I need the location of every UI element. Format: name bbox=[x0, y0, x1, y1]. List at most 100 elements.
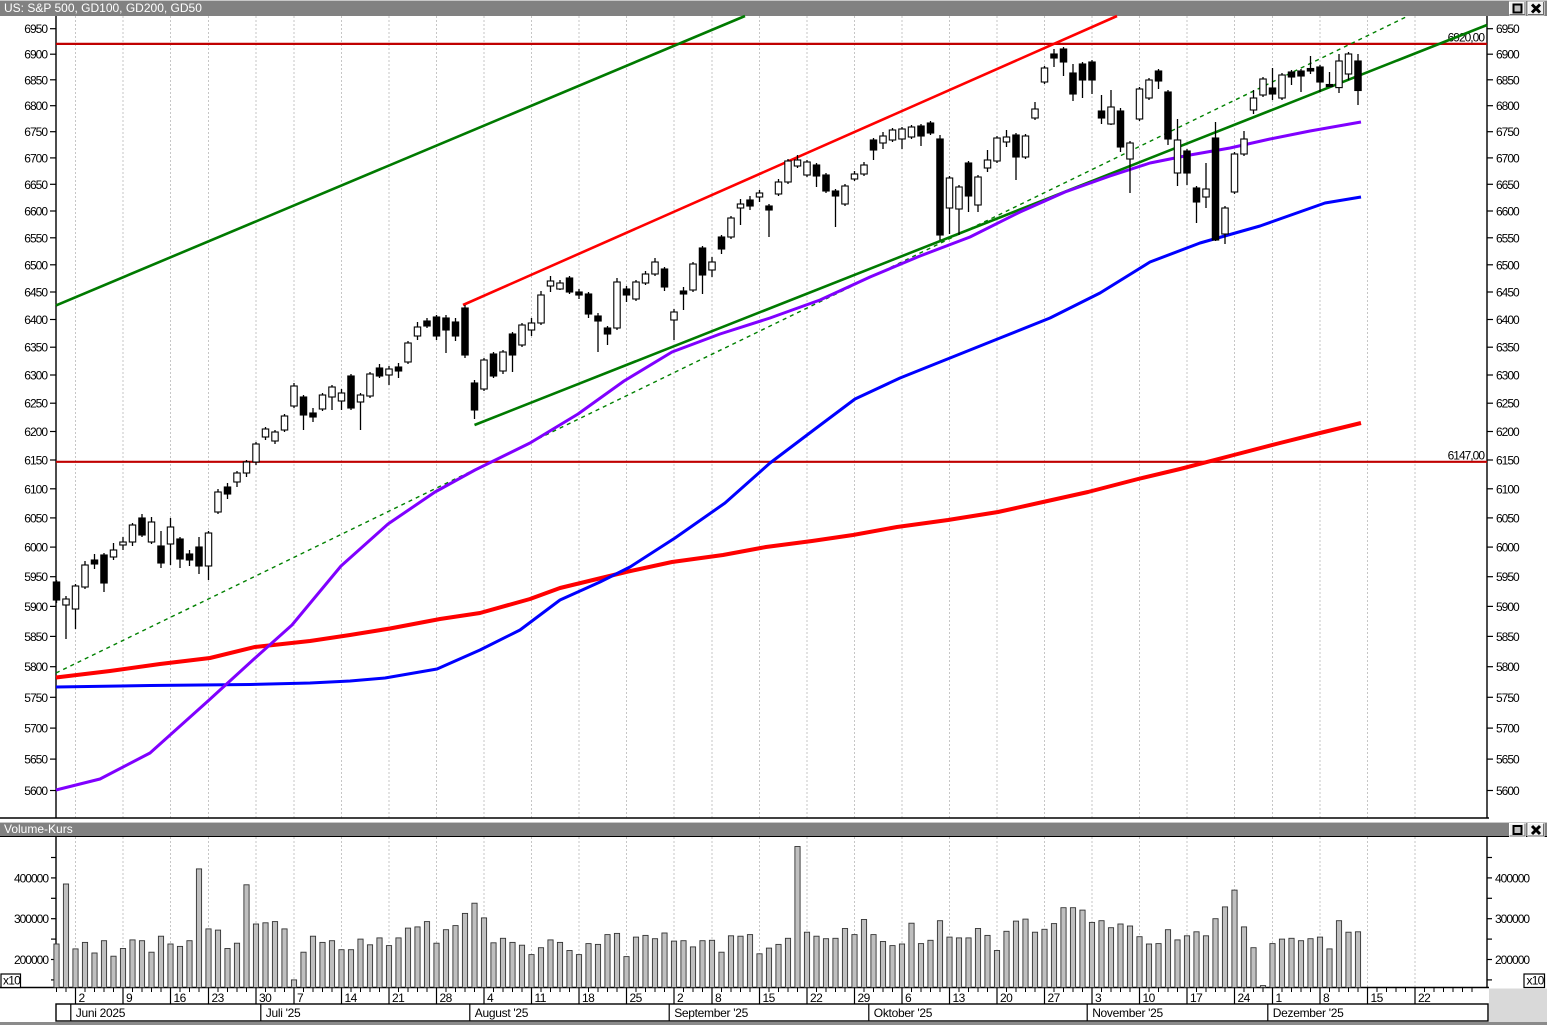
svg-text:28: 28 bbox=[440, 991, 453, 1005]
svg-text:200000: 200000 bbox=[1495, 953, 1530, 967]
svg-text:8: 8 bbox=[715, 991, 722, 1005]
svg-text:8: 8 bbox=[1323, 991, 1330, 1005]
svg-text:Volume-Kurs: Volume-Kurs bbox=[4, 822, 73, 836]
svg-text:5600: 5600 bbox=[1496, 784, 1520, 798]
svg-text:6050: 6050 bbox=[24, 511, 48, 525]
svg-text:5900: 5900 bbox=[1496, 600, 1520, 614]
svg-text:6000: 6000 bbox=[24, 541, 48, 555]
svg-text:300000: 300000 bbox=[1495, 912, 1530, 926]
svg-text:5700: 5700 bbox=[24, 722, 48, 736]
svg-text:6400: 6400 bbox=[24, 313, 48, 327]
svg-text:1: 1 bbox=[1276, 991, 1283, 1005]
svg-text:x10: x10 bbox=[1527, 974, 1545, 988]
svg-text:6250: 6250 bbox=[1496, 397, 1520, 411]
svg-text:14: 14 bbox=[345, 991, 358, 1005]
svg-text:6400: 6400 bbox=[1496, 313, 1520, 327]
svg-text:5950: 5950 bbox=[1496, 570, 1520, 584]
svg-text:30: 30 bbox=[259, 991, 272, 1005]
svg-text:August '25: August '25 bbox=[475, 1006, 529, 1020]
svg-text:6500: 6500 bbox=[24, 258, 48, 272]
svg-text:5800: 5800 bbox=[24, 660, 48, 674]
svg-text:2: 2 bbox=[79, 991, 86, 1005]
svg-text:5650: 5650 bbox=[24, 753, 48, 767]
svg-text:6150: 6150 bbox=[1496, 454, 1520, 468]
svg-text:9: 9 bbox=[126, 991, 133, 1005]
svg-text:6350: 6350 bbox=[1496, 341, 1520, 355]
svg-text:29: 29 bbox=[858, 991, 871, 1005]
svg-text:6350: 6350 bbox=[24, 341, 48, 355]
svg-text:6450: 6450 bbox=[24, 286, 48, 300]
svg-text:6300: 6300 bbox=[24, 369, 48, 383]
svg-text:11: 11 bbox=[535, 991, 547, 1005]
svg-text:6950: 6950 bbox=[1496, 22, 1520, 36]
svg-text:7: 7 bbox=[297, 991, 304, 1005]
svg-text:13: 13 bbox=[953, 991, 966, 1005]
svg-text:6650: 6650 bbox=[1496, 178, 1520, 192]
svg-text:6550: 6550 bbox=[1496, 231, 1520, 245]
svg-text:6050: 6050 bbox=[1496, 511, 1520, 525]
svg-text:18: 18 bbox=[582, 991, 595, 1005]
svg-text:November '25: November '25 bbox=[1092, 1006, 1163, 1020]
svg-text:Juni 2025: Juni 2025 bbox=[76, 1006, 126, 1020]
svg-text:6800: 6800 bbox=[1496, 99, 1520, 113]
svg-text:23: 23 bbox=[212, 991, 225, 1005]
svg-text:3: 3 bbox=[1095, 991, 1102, 1005]
svg-text:6147,00: 6147,00 bbox=[1448, 448, 1486, 462]
svg-text:6800: 6800 bbox=[24, 99, 48, 113]
svg-text:6200: 6200 bbox=[1496, 425, 1520, 439]
svg-text:6700: 6700 bbox=[24, 151, 48, 165]
svg-text:2: 2 bbox=[677, 991, 684, 1005]
svg-text:6550: 6550 bbox=[24, 231, 48, 245]
svg-text:17: 17 bbox=[1190, 991, 1203, 1005]
svg-text:10: 10 bbox=[1143, 991, 1156, 1005]
svg-text:27: 27 bbox=[1048, 991, 1061, 1005]
svg-text:15: 15 bbox=[1371, 991, 1384, 1005]
svg-text:6600: 6600 bbox=[24, 205, 48, 219]
svg-text:5750: 5750 bbox=[24, 691, 48, 705]
svg-text:6900: 6900 bbox=[1496, 48, 1520, 62]
svg-text:6200: 6200 bbox=[24, 425, 48, 439]
svg-text:400000: 400000 bbox=[14, 871, 49, 885]
svg-text:Dezember '25: Dezember '25 bbox=[1273, 1006, 1344, 1020]
svg-text:5850: 5850 bbox=[24, 630, 48, 644]
svg-text:6750: 6750 bbox=[1496, 125, 1520, 139]
svg-text:5750: 5750 bbox=[1496, 691, 1520, 705]
svg-text:6250: 6250 bbox=[24, 397, 48, 411]
svg-text:5850: 5850 bbox=[1496, 630, 1520, 644]
svg-text:5700: 5700 bbox=[1496, 722, 1520, 736]
svg-text:6700: 6700 bbox=[1496, 151, 1520, 165]
svg-text:24: 24 bbox=[1238, 991, 1251, 1005]
svg-text:400000: 400000 bbox=[1495, 871, 1530, 885]
svg-text:22: 22 bbox=[1418, 991, 1431, 1005]
svg-text:6150: 6150 bbox=[24, 454, 48, 468]
svg-text:300000: 300000 bbox=[14, 912, 49, 926]
svg-text:6100: 6100 bbox=[1496, 482, 1520, 496]
svg-text:15: 15 bbox=[763, 991, 776, 1005]
svg-text:6850: 6850 bbox=[1496, 73, 1520, 87]
svg-text:Oktober '25: Oktober '25 bbox=[874, 1006, 933, 1020]
svg-text:4: 4 bbox=[487, 991, 494, 1005]
svg-text:6600: 6600 bbox=[1496, 205, 1520, 219]
svg-text:6100: 6100 bbox=[24, 482, 48, 496]
svg-text:20: 20 bbox=[1000, 991, 1013, 1005]
svg-text:Juli '25: Juli '25 bbox=[266, 1006, 301, 1020]
svg-text:22: 22 bbox=[810, 991, 823, 1005]
svg-text:6000: 6000 bbox=[1496, 541, 1520, 555]
svg-text:6900: 6900 bbox=[24, 48, 48, 62]
svg-text:6950: 6950 bbox=[24, 22, 48, 36]
svg-text:6300: 6300 bbox=[1496, 369, 1520, 383]
svg-text:5900: 5900 bbox=[24, 600, 48, 614]
svg-text:6750: 6750 bbox=[24, 125, 48, 139]
svg-text:6920,00: 6920,00 bbox=[1448, 30, 1486, 44]
svg-text:6: 6 bbox=[905, 991, 912, 1005]
svg-text:5600: 5600 bbox=[24, 784, 48, 798]
svg-text:5650: 5650 bbox=[1496, 753, 1520, 767]
svg-text:6450: 6450 bbox=[1496, 286, 1520, 300]
svg-text:6850: 6850 bbox=[24, 73, 48, 87]
svg-text:September '25: September '25 bbox=[674, 1006, 748, 1020]
svg-text:21: 21 bbox=[392, 991, 405, 1005]
svg-text:x10: x10 bbox=[3, 974, 21, 988]
svg-text:200000: 200000 bbox=[14, 953, 49, 967]
svg-text:25: 25 bbox=[630, 991, 643, 1005]
svg-text:US: S&P 500, GD100, GD200,: US: S&P 500, GD100, GD200, GD50 bbox=[4, 1, 202, 15]
